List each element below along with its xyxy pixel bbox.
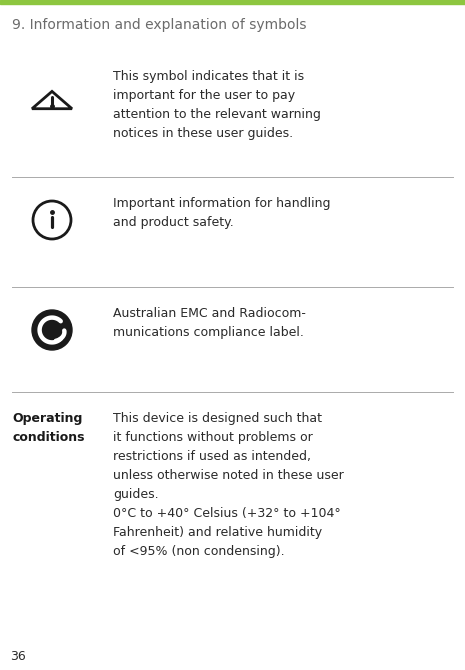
Text: 9. Information and explanation of symbols: 9. Information and explanation of symbol… bbox=[12, 18, 306, 32]
Text: Important information for handling
and product safety.: Important information for handling and p… bbox=[113, 197, 331, 229]
Text: This symbol indicates that it is
important for the user to pay
attention to the : This symbol indicates that it is importa… bbox=[113, 70, 321, 140]
Text: Operating
conditions: Operating conditions bbox=[12, 412, 85, 444]
Text: 36: 36 bbox=[10, 650, 26, 663]
Text: Australian EMC and Radiocom-
munications compliance label.: Australian EMC and Radiocom- munications… bbox=[113, 307, 306, 339]
Text: This device is designed such that
it functions without problems or
restrictions : This device is designed such that it fun… bbox=[113, 412, 344, 558]
Circle shape bbox=[32, 310, 72, 350]
Bar bbox=[0, 0, 465, 4]
